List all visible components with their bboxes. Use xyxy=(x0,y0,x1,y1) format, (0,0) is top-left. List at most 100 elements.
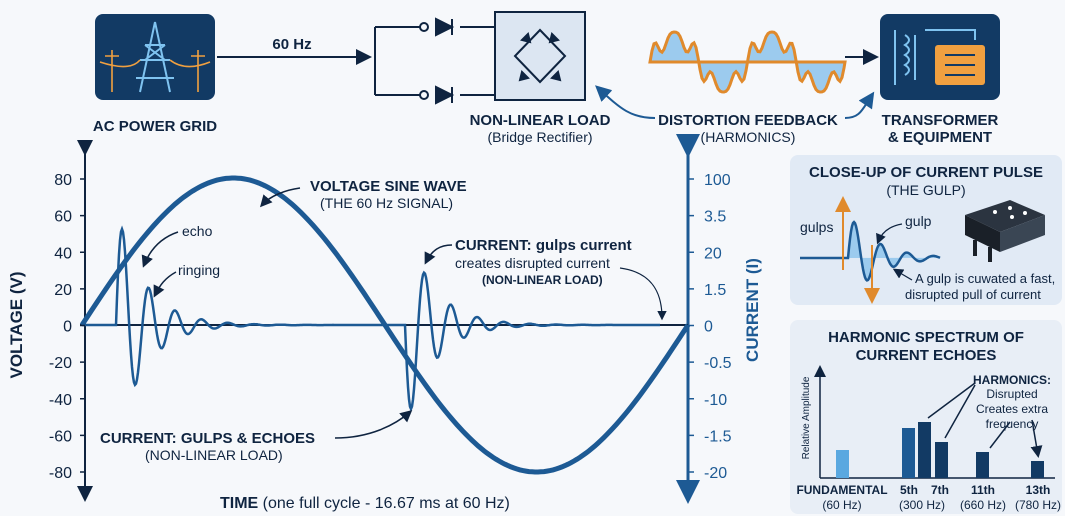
y-tick-label: -20 xyxy=(49,355,72,372)
circle-shape xyxy=(419,90,429,100)
circle-shape xyxy=(993,210,997,214)
distortion-wave xyxy=(648,30,847,94)
y-tick-label: 20 xyxy=(54,282,72,299)
path-shape xyxy=(965,200,1045,232)
y2-tick-label: 0 xyxy=(704,319,713,336)
panel-title: HARMONIC SPECTRUM OF xyxy=(828,329,1024,346)
annotation: CURRENT: gulps current xyxy=(455,237,632,254)
pointer xyxy=(424,244,453,265)
annotation: (THE 60 Hz SIGNAL) xyxy=(320,195,453,211)
x-label-bold: TIME xyxy=(220,495,259,512)
y2-tick-label: -10 xyxy=(704,392,727,409)
note: HARMONICS: xyxy=(973,373,1051,387)
pulse-wave xyxy=(800,220,941,282)
spectrum-label: (780 Hz) xyxy=(1015,498,1061,512)
path-shape xyxy=(1000,215,1045,252)
note: frequency xyxy=(986,417,1039,431)
spectrum-label: 11th xyxy=(971,483,995,497)
pointer xyxy=(892,268,913,281)
load-title: NON-LINEAR LOAD xyxy=(470,112,611,129)
pointer xyxy=(876,223,903,245)
feedback-arrow-2 xyxy=(844,91,875,119)
rect-shape xyxy=(836,450,849,478)
spectrum-y-label: Relative Amplitude xyxy=(801,376,812,459)
spectrum-label: 5th xyxy=(900,483,918,497)
rect-shape xyxy=(935,442,948,478)
rect-shape xyxy=(918,422,931,478)
y2-tick-label: 100 xyxy=(704,172,731,189)
path-shape xyxy=(435,85,455,105)
spectrum-label: (60 Hz) xyxy=(822,498,861,512)
spectrum-panel xyxy=(790,320,1062,514)
annotation: echo xyxy=(182,223,213,239)
y2-tick-label: -1.5 xyxy=(704,428,732,445)
y-tick-label: 0 xyxy=(63,319,72,336)
x-label-rest: (one full cycle - 16.67 ms at 60 Hz) xyxy=(263,495,510,512)
path-shape xyxy=(925,29,976,40)
caption: A gulp is cuwated a fast, xyxy=(915,271,1055,286)
y-tick-label: -60 xyxy=(49,428,72,445)
spectrum-label: 13th xyxy=(1026,483,1051,497)
circle-shape xyxy=(1008,206,1012,210)
y-axis-label: VOLTAGE (V) xyxy=(7,271,26,378)
y2-tick-label: -20 xyxy=(704,465,727,482)
annotation: ringing xyxy=(178,262,220,278)
y2-axis-label: CURRENT (I) xyxy=(743,258,762,362)
grid-icon xyxy=(95,14,215,100)
pointer xyxy=(153,271,177,298)
rectifier-circuit xyxy=(374,11,586,105)
y2-tick-label: -0.5 xyxy=(704,355,732,372)
equipment-line: & EQUIPMENT xyxy=(888,129,992,146)
circle-shape xyxy=(419,22,429,32)
circle-shape xyxy=(1023,211,1027,215)
rect-shape xyxy=(902,428,915,478)
annotation: CURRENT: GULPS & ECHOES xyxy=(100,430,315,447)
label: gulps xyxy=(800,219,833,235)
pointers xyxy=(927,382,1038,455)
path-shape xyxy=(939,38,981,76)
note: Creates extra xyxy=(976,402,1048,416)
path-shape xyxy=(374,26,495,96)
rect-shape xyxy=(1031,461,1044,478)
spectrum-label: (300 Hz) xyxy=(899,498,945,512)
y-tick-label: 60 xyxy=(54,209,72,226)
y2-tick-label: 3.5 xyxy=(704,209,726,226)
annotation: (NON-LINEAR LOAD) xyxy=(482,273,603,287)
spectrum-label: FUNDAMENTAL xyxy=(796,483,887,497)
rect-shape xyxy=(976,452,989,478)
current-wave xyxy=(82,225,660,413)
pointer xyxy=(141,231,179,268)
closeup-panel xyxy=(790,155,1062,305)
spectrum-bars xyxy=(836,422,1044,478)
grid-label: AC POWER GRID xyxy=(93,118,217,135)
path-shape xyxy=(518,32,562,82)
spectrum-label: (660 Hz) xyxy=(960,498,1006,512)
annotation: (NON-LINEAR LOAD) xyxy=(145,447,283,463)
circle-shape xyxy=(1010,215,1014,219)
panel-title: (THE GULP) xyxy=(886,182,965,198)
path-shape xyxy=(136,21,174,93)
pointer xyxy=(334,410,413,439)
y-tick-label: 40 xyxy=(54,245,72,262)
chip-icon xyxy=(965,200,1045,262)
feedback-title: DISTORTION FEEDBACK xyxy=(658,112,838,129)
path-shape xyxy=(894,30,916,85)
pointer xyxy=(260,187,301,208)
pointer xyxy=(619,267,667,321)
transformer-icon xyxy=(880,14,1000,100)
label: gulp xyxy=(905,213,932,229)
panel-title: CLOSE-UP OF CURRENT PULSE xyxy=(809,164,1043,181)
path-shape xyxy=(965,215,1000,252)
path-shape xyxy=(99,50,211,92)
path-shape xyxy=(973,240,992,262)
equipment-line: TRANSFORMER xyxy=(882,112,999,129)
load-subtitle: (Bridge Rectifier) xyxy=(487,129,592,145)
feedback-subtitle: (HARMONICS) xyxy=(701,129,796,145)
link-label: 60 Hz xyxy=(272,36,311,53)
annotation: VOLTAGE SINE WAVE xyxy=(310,178,467,195)
y2-tick-label: 20 xyxy=(704,245,722,262)
x-axis-label: TIME (one full cycle - 16.67 ms at 60 Hz… xyxy=(220,495,510,512)
y-tick-label: -40 xyxy=(49,392,72,409)
path-shape xyxy=(513,28,567,84)
